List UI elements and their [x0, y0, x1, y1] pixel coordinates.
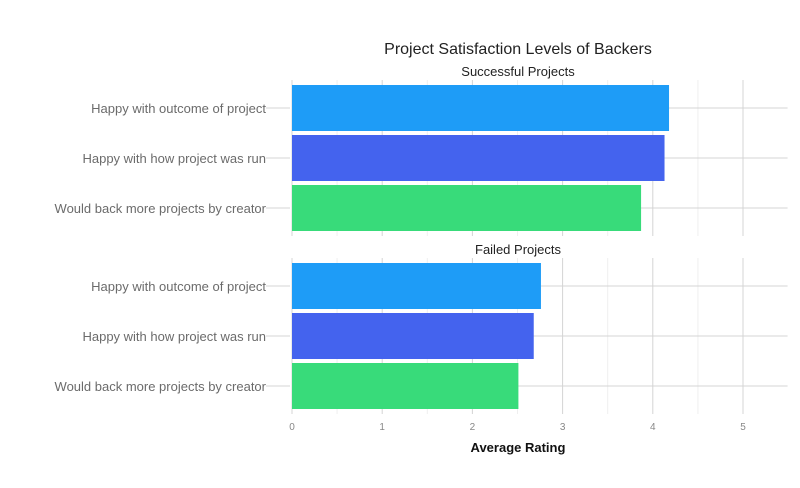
bar-successful-outcome [292, 85, 670, 131]
x-axis-ticks: 0 1 2 3 4 5 [289, 422, 746, 433]
panel-title-failed: Failed Projects [475, 242, 561, 257]
panel-successful: Successful Projects Happy with outcome o… [55, 64, 788, 236]
bar-failed-how-run [292, 313, 534, 359]
x-axis-title: Average Rating [471, 440, 566, 455]
category-label-how-run: Happy with how project was run [82, 151, 266, 166]
bar-successful-back-more [292, 185, 642, 231]
chart-title: Project Satisfaction Levels of Backers [384, 41, 652, 58]
panel-title-successful: Successful Projects [461, 64, 575, 79]
x-tick-label: 4 [650, 422, 656, 433]
bar-failed-back-more [292, 363, 519, 409]
x-tick-label: 0 [289, 422, 295, 433]
category-label-outcome: Happy with outcome of project [91, 279, 266, 294]
bar-failed-outcome [292, 263, 541, 309]
x-tick-label: 5 [740, 422, 746, 433]
x-tick-label: 2 [470, 422, 476, 433]
category-label-how-run: Happy with how project was run [82, 329, 266, 344]
category-label-back-more: Would back more projects by creator [55, 201, 267, 216]
bar-successful-how-run [292, 135, 665, 181]
category-label-outcome: Happy with outcome of project [91, 101, 266, 116]
x-tick-label: 1 [379, 422, 385, 433]
x-tick-label: 3 [560, 422, 566, 433]
category-label-back-more: Would back more projects by creator [55, 379, 267, 394]
panel-failed: Failed Projects Happy with outcome of pr… [55, 242, 788, 414]
